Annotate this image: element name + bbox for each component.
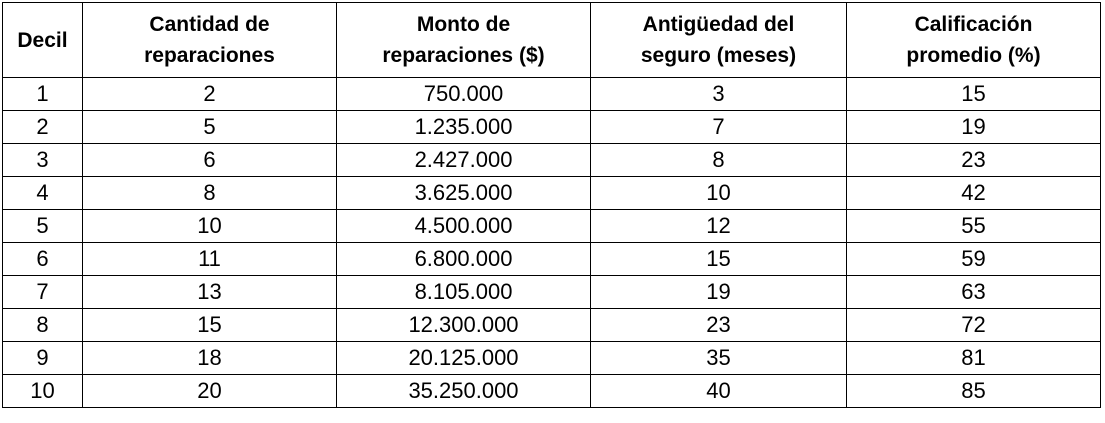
- table-body: 1 2 750.000 3 15 2 5 1.235.000 7 19 3 6 …: [2, 77, 1101, 408]
- cell-antiguedad: 15: [590, 242, 847, 276]
- cell-cantidad: 18: [82, 341, 337, 375]
- cell-antiguedad: 7: [590, 110, 847, 144]
- header-calificacion-line-1: Calificación: [914, 13, 1033, 36]
- cell-cantidad: 2: [82, 77, 337, 111]
- header-cantidad-reparaciones: Cantidad de reparaciones: [82, 2, 337, 78]
- cell-cantidad: 20: [82, 374, 337, 408]
- cell-monto: 6.800.000: [336, 242, 591, 276]
- cell-decil: 2: [2, 110, 83, 144]
- cell-monto: 4.500.000: [336, 209, 591, 243]
- table-row: 3 6 2.427.000 8 23: [2, 143, 1101, 177]
- cell-cantidad: 15: [82, 308, 337, 342]
- cell-antiguedad: 3: [590, 77, 847, 111]
- cell-cantidad: 10: [82, 209, 337, 243]
- cell-monto: 3.625.000: [336, 176, 591, 210]
- cell-decil: 5: [2, 209, 83, 243]
- table-row: 1 2 750.000 3 15: [2, 77, 1101, 111]
- cell-decil: 4: [2, 176, 83, 210]
- table-row: 9 18 20.125.000 35 81: [2, 341, 1101, 375]
- cell-antiguedad: 35: [590, 341, 847, 375]
- table-row: 2 5 1.235.000 7 19: [2, 110, 1101, 144]
- cell-cantidad: 11: [82, 242, 337, 276]
- table-row: 4 8 3.625.000 10 42: [2, 176, 1101, 210]
- header-antiguedad-line-1: Antigüedad del: [642, 13, 795, 36]
- header-monto-line-2: reparaciones ($): [382, 44, 545, 67]
- cell-calificacion: 15: [846, 77, 1101, 111]
- cell-antiguedad: 23: [590, 308, 847, 342]
- table-row: 8 15 12.300.000 23 72: [2, 308, 1101, 342]
- header-decil: Decil: [2, 2, 83, 78]
- cell-monto: 8.105.000: [336, 275, 591, 309]
- cell-cantidad: 6: [82, 143, 337, 177]
- header-antiguedad-seguro: Antigüedad del seguro (meses): [590, 2, 847, 78]
- header-calificacion-line-2: promedio (%): [906, 44, 1041, 67]
- cell-antiguedad: 40: [590, 374, 847, 408]
- cell-cantidad: 8: [82, 176, 337, 210]
- cell-decil: 8: [2, 308, 83, 342]
- table-header: Decil Cantidad de reparaciones Monto de …: [2, 2, 1101, 78]
- data-table: Decil Cantidad de reparaciones Monto de …: [2, 2, 1101, 408]
- cell-calificacion: 19: [846, 110, 1101, 144]
- header-monto-reparaciones: Monto de reparaciones ($): [336, 2, 591, 78]
- table-row: 5 10 4.500.000 12 55: [2, 209, 1101, 243]
- table-row: 6 11 6.800.000 15 59: [2, 242, 1101, 276]
- table-row: 10 20 35.250.000 40 85: [2, 374, 1101, 408]
- cell-decil: 10: [2, 374, 83, 408]
- table-row: 7 13 8.105.000 19 63: [2, 275, 1101, 309]
- header-cantidad-line-2: reparaciones: [144, 44, 275, 67]
- cell-decil: 6: [2, 242, 83, 276]
- cell-calificacion: 72: [846, 308, 1101, 342]
- cell-monto: 12.300.000: [336, 308, 591, 342]
- cell-calificacion: 59: [846, 242, 1101, 276]
- header-decil-line-1: Decil: [17, 28, 68, 52]
- cell-decil: 9: [2, 341, 83, 375]
- cell-cantidad: 13: [82, 275, 337, 309]
- cell-calificacion: 81: [846, 341, 1101, 375]
- cell-calificacion: 85: [846, 374, 1101, 408]
- cell-decil: 1: [2, 77, 83, 111]
- cell-calificacion: 63: [846, 275, 1101, 309]
- cell-antiguedad: 8: [590, 143, 847, 177]
- cell-antiguedad: 12: [590, 209, 847, 243]
- cell-decil: 7: [2, 275, 83, 309]
- cell-monto: 2.427.000: [336, 143, 591, 177]
- cell-decil: 3: [2, 143, 83, 177]
- header-cantidad-line-1: Cantidad de: [149, 13, 270, 36]
- cell-monto: 750.000: [336, 77, 591, 111]
- cell-monto: 20.125.000: [336, 341, 591, 375]
- header-row: Decil Cantidad de reparaciones Monto de …: [2, 2, 1101, 78]
- cell-antiguedad: 19: [590, 275, 847, 309]
- cell-monto: 1.235.000: [336, 110, 591, 144]
- cell-cantidad: 5: [82, 110, 337, 144]
- cell-calificacion: 55: [846, 209, 1101, 243]
- cell-antiguedad: 10: [590, 176, 847, 210]
- cell-calificacion: 23: [846, 143, 1101, 177]
- header-antiguedad-line-2: seguro (meses): [640, 44, 797, 67]
- cell-monto: 35.250.000: [336, 374, 591, 408]
- cell-calificacion: 42: [846, 176, 1101, 210]
- header-monto-line-1: Monto de: [416, 13, 511, 36]
- header-calificacion-promedio: Calificación promedio (%): [846, 2, 1101, 78]
